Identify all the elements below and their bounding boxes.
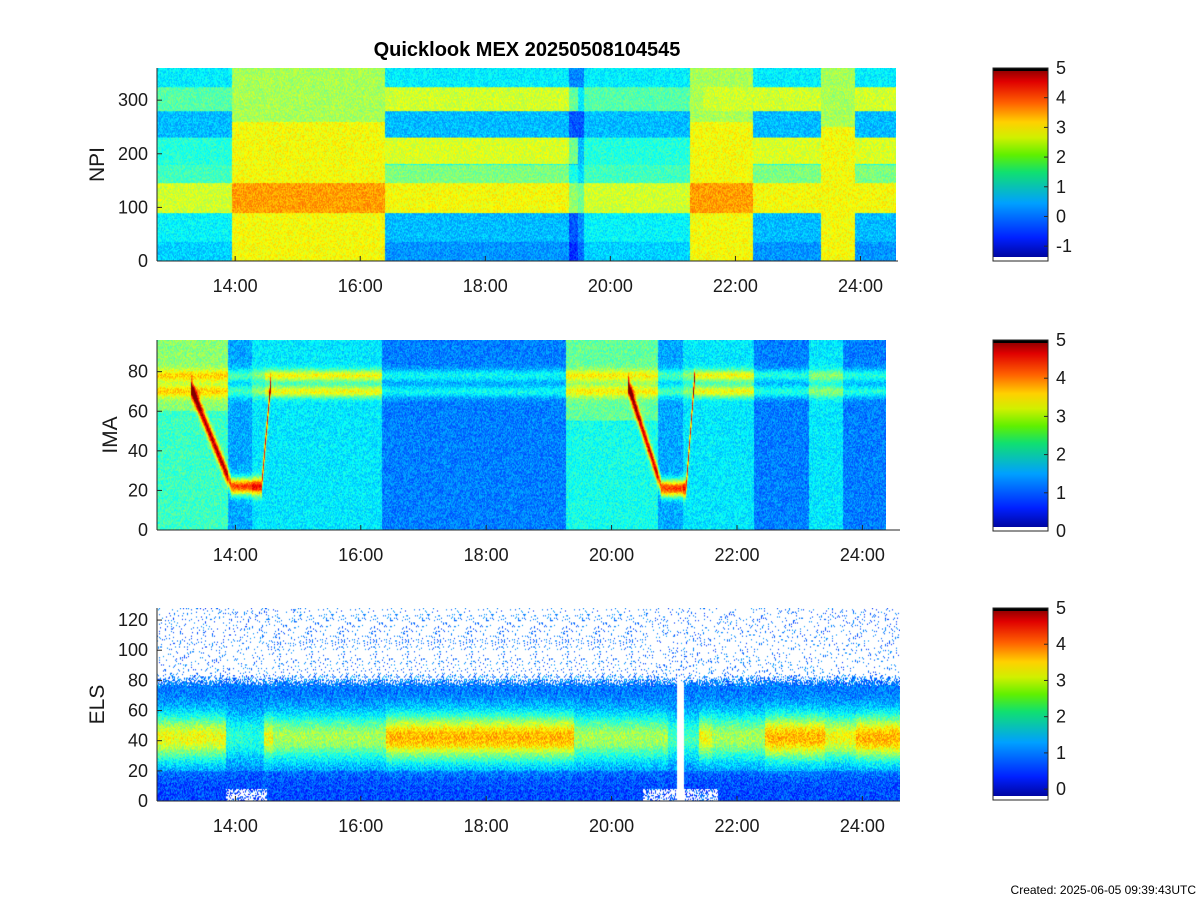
colorbar-gradient — [993, 608, 1048, 800]
y-tick-label: 20 — [128, 761, 148, 781]
y-axis-label: ELS — [86, 685, 109, 725]
y-tick-label: 0 — [138, 251, 148, 271]
colorbar-ima: 0 1 2 3 4 5 — [992, 330, 1066, 541]
y-tick-label: 40 — [128, 731, 148, 751]
y-tick-label: 0 — [138, 791, 148, 811]
x-tick-label: 16:00 — [338, 276, 383, 296]
colorbar-tick-label: 4 — [1056, 368, 1066, 388]
colorbar-gradient — [993, 340, 1048, 531]
colorbar-tick-label: 2 — [1056, 707, 1066, 727]
colorbar-tick-label: 5 — [1056, 58, 1066, 78]
colorbar-frame — [992, 607, 1049, 801]
y-axis-label: NPI — [86, 147, 109, 182]
y-tick-label: 20 — [128, 480, 148, 500]
x-tick-label: 16:00 — [338, 816, 383, 836]
colorbar-bottom-cap — [993, 257, 1048, 261]
x-tick-label: 20:00 — [589, 816, 634, 836]
colorbar-gradient — [993, 68, 1048, 261]
x-tick-label: 20:00 — [589, 545, 634, 565]
x-tick-label: 20:00 — [588, 276, 633, 296]
x-tick-label: 14:00 — [213, 545, 258, 565]
y-tick-label: 120 — [118, 610, 148, 630]
y-tick-label: 80 — [128, 362, 148, 382]
colorbar-tick-label: 3 — [1056, 670, 1066, 690]
colorbar-top-cap — [993, 340, 1048, 343]
spectrogram-els — [157, 608, 900, 801]
colorbar-tick-label: 0 — [1056, 779, 1066, 799]
colorbar-tick-label: 3 — [1056, 117, 1066, 137]
x-tick-label: 14:00 — [213, 276, 258, 296]
y-tick-label: 200 — [118, 144, 148, 164]
colorbar-tick-label: 0 — [1056, 206, 1066, 226]
y-tick-label: 80 — [128, 670, 148, 690]
y-axis-label: IMA — [99, 416, 122, 453]
colorbar-tick-label: 4 — [1056, 88, 1066, 108]
colorbar-tick-label: 2 — [1056, 445, 1066, 465]
colorbar-bottom-cap — [993, 527, 1048, 531]
y-tick-label: 300 — [118, 90, 148, 110]
x-tick-label: 18:00 — [464, 816, 509, 836]
y-tick-label: 40 — [128, 441, 148, 461]
x-tick-label: 22:00 — [714, 545, 759, 565]
colorbar-tick-label: 2 — [1056, 147, 1066, 167]
colorbar-tick-label: 3 — [1056, 406, 1066, 426]
y-tick-label: 100 — [118, 197, 148, 217]
panel-npi: 0 100 200 300 14:00 16:00 18:00 20:00 22:00 24:00… — [86, 58, 1072, 296]
spectrogram-npi — [157, 68, 896, 261]
x-tick-label: 18:00 — [463, 276, 508, 296]
colorbar-tick-label: 1 — [1056, 743, 1066, 763]
colorbar-tick-label: 5 — [1056, 598, 1066, 618]
x-tick-label: 16:00 — [338, 545, 383, 565]
colorbar-frame — [992, 67, 1049, 262]
colorbar-tick-label: 5 — [1056, 330, 1066, 350]
spectrogram-ima — [157, 340, 886, 530]
x-tick-label: 24:00 — [840, 545, 885, 565]
colorbar-tick-label: 1 — [1056, 177, 1066, 197]
colorbar-top-cap — [993, 608, 1048, 611]
colorbar-tick-label: 4 — [1056, 634, 1066, 654]
colorbar-tick-label: -1 — [1056, 236, 1072, 256]
colorbar-bottom-cap — [993, 796, 1048, 800]
colorbar-top-cap — [993, 68, 1048, 71]
y-tick-label: 100 — [118, 640, 148, 660]
x-tick-label: 22:00 — [714, 816, 759, 836]
colorbar-frame — [992, 339, 1049, 532]
x-tick-label: 22:00 — [713, 276, 758, 296]
y-tick-label: 60 — [128, 701, 148, 721]
colorbar-tick-label: 1 — [1056, 483, 1066, 503]
y-tick-label: 0 — [138, 520, 148, 540]
colorbar-npi: -1 0 1 2 3 4 5 — [992, 58, 1072, 262]
x-tick-label: 18:00 — [464, 545, 509, 565]
x-tick-label: 24:00 — [838, 276, 883, 296]
created-timestamp: Created: 2025-06-05 09:39:43UTC — [1010, 883, 1196, 897]
colorbar-els: 0 1 2 3 4 5 — [992, 598, 1066, 801]
colorbar-tick-label: 0 — [1056, 521, 1066, 541]
figure-title: Quicklook MEX 20250508104545 — [374, 39, 681, 61]
y-tick-label: 60 — [128, 401, 148, 421]
x-tick-label: 24:00 — [840, 816, 885, 836]
x-tick-label: 14:00 — [213, 816, 258, 836]
